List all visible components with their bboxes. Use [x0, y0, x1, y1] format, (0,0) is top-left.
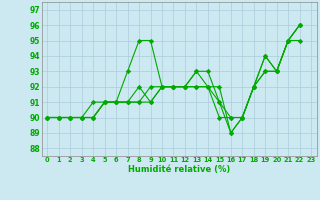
- X-axis label: Humidité relative (%): Humidité relative (%): [128, 165, 230, 174]
